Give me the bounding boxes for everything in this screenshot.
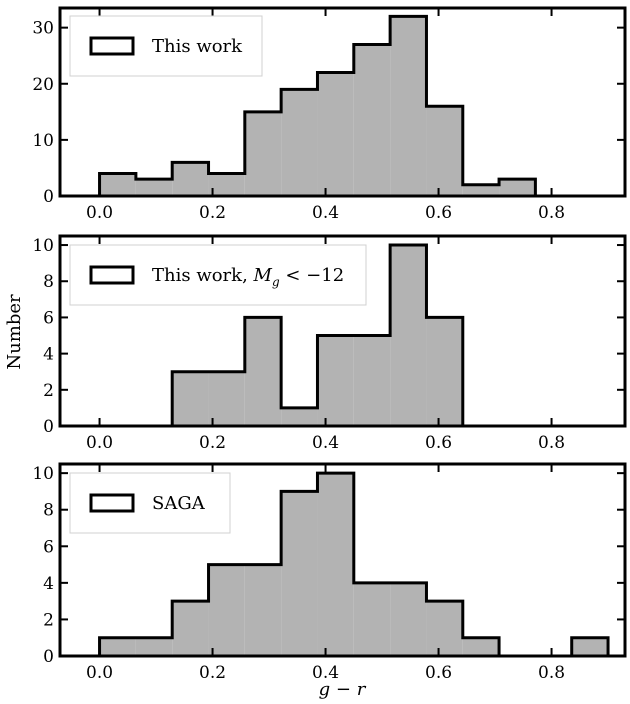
- x-tick-label: 0.2: [199, 663, 226, 683]
- legend-box: This work: [69, 15, 263, 77]
- x-tick-label: 0.6: [425, 663, 452, 683]
- histogram-bar: [317, 72, 354, 196]
- histogram-bar: [353, 335, 391, 426]
- legend-swatch: [89, 265, 135, 285]
- histogram-bar: [353, 582, 391, 656]
- y-tick-label: 20: [32, 75, 54, 95]
- histogram-bar: [390, 245, 427, 426]
- histogram-bar: [281, 407, 318, 426]
- histogram-bar: [281, 491, 318, 656]
- legend-swatch: [89, 36, 135, 56]
- histogram-bar: [172, 162, 209, 196]
- x-tick-label: 0.4: [312, 203, 339, 223]
- histogram-bar: [172, 601, 209, 656]
- histogram-bar: [426, 601, 463, 656]
- x-tick-label: 0.8: [538, 663, 565, 683]
- y-tick-label: 0: [43, 417, 54, 437]
- histogram-bar: [317, 335, 354, 426]
- plot-frame: [58, 6, 627, 198]
- legend-label: SAGA: [152, 493, 206, 514]
- panel-this-work: 0.0 0.2 0.4 0.6 0.8 0 10 20 30 This work: [32, 6, 627, 223]
- histogram-bar: [499, 179, 536, 196]
- x-tick-label: 0.0: [86, 663, 113, 683]
- histogram-bar: [390, 16, 427, 197]
- y-tick-label: 0: [43, 647, 54, 667]
- y-tick-label: 4: [43, 574, 54, 594]
- panel-saga: 0.0 0.2 0.4 0.6 0.8 0 2 4 6 8 10 SAGA: [32, 462, 627, 683]
- legend-box: SAGA: [69, 472, 231, 534]
- x-tick-label: 0.6: [425, 433, 452, 453]
- histogram-bar: [208, 564, 245, 656]
- y-tick-label: 8: [43, 272, 54, 292]
- histogram-bar: [99, 637, 136, 656]
- x-tick-label: 0.8: [538, 203, 565, 223]
- histogram-bar: [208, 371, 245, 426]
- x-tick-label: 0.0: [86, 433, 113, 453]
- histogram-bar: [244, 317, 282, 426]
- y-tick-label: 6: [43, 537, 54, 557]
- x-tick-label: 0.2: [199, 433, 226, 453]
- histogram-bar: [135, 179, 173, 196]
- y-tick-label: 6: [43, 308, 54, 328]
- histogram-bar: [172, 371, 209, 426]
- y-tick-label: 10: [32, 464, 54, 484]
- histogram-bar: [317, 473, 354, 656]
- x-tick-label: 0.6: [425, 203, 452, 223]
- histogram-bar: [571, 637, 609, 656]
- x-tick-label: 0.8: [538, 433, 565, 453]
- histogram-bar: [426, 106, 463, 196]
- histogram-bar: [135, 637, 173, 656]
- histogram-bar: [462, 184, 500, 196]
- y-tick-label: 30: [32, 19, 54, 39]
- histogram-bar: [426, 317, 463, 426]
- histogram-bar: [353, 44, 391, 196]
- histogram-bar: [208, 173, 245, 196]
- y-tick-label: 0: [43, 187, 54, 207]
- panel-this-work-bright: 0.0 0.2 0.4 0.6 0.8 0 2 4 6 8 10 This work, Mg < …: [32, 234, 627, 453]
- y-tick-label: 10: [32, 236, 54, 256]
- y-tick-label: 10: [32, 131, 54, 151]
- y-tick-label: 4: [43, 345, 54, 365]
- legend-box: This work, Mg < −12: [69, 244, 367, 306]
- legend-swatch: [89, 493, 135, 513]
- x-tick-label: 0.4: [312, 663, 339, 683]
- legend-label: This work, Mg < −12: [152, 265, 344, 289]
- legend-label: This work: [152, 36, 243, 57]
- y-tick-label: 2: [43, 381, 54, 401]
- x-tick-label: 0.4: [312, 433, 339, 453]
- histogram-bar: [390, 582, 427, 656]
- y-axis-title: Number: [4, 294, 25, 370]
- plot-frame: [58, 234, 627, 428]
- histogram-outline: [98, 14, 537, 196]
- histogram-bar: [244, 111, 282, 196]
- histogram-bar: [281, 89, 318, 196]
- histogram-bar: [462, 637, 500, 656]
- x-tick-label: 0.0: [86, 203, 113, 223]
- y-tick-label: 2: [43, 610, 54, 630]
- x-tick-label: 0.2: [199, 203, 226, 223]
- histogram-bar: [99, 173, 136, 196]
- histogram-outline: [170, 243, 465, 426]
- x-axis-title: g − r: [319, 679, 367, 700]
- histogram-bar: [244, 564, 282, 656]
- y-tick-label: 8: [43, 501, 54, 521]
- plot-frame: [58, 462, 627, 658]
